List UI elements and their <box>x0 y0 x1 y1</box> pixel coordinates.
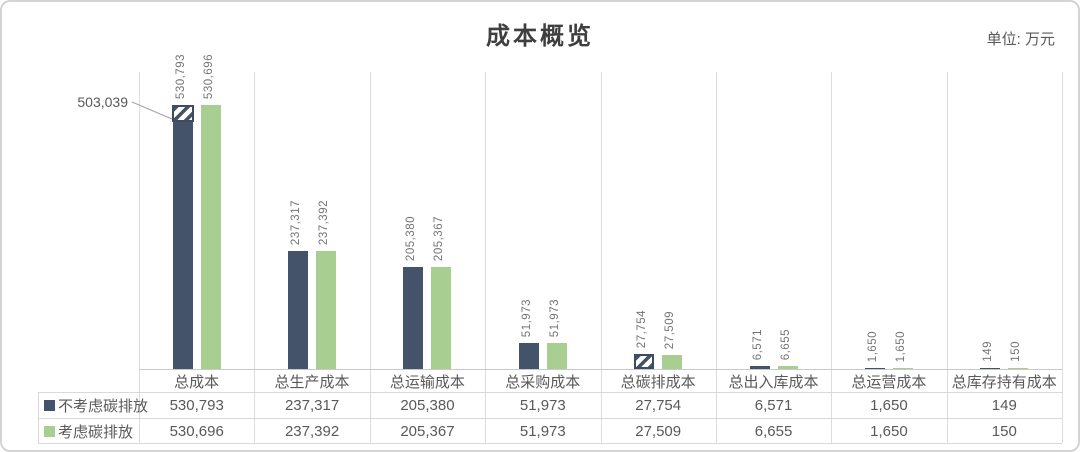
bar-value-label: 1,650 <box>867 330 879 362</box>
value-cell: 150 <box>991 422 1017 440</box>
unit-label: 单位: 万元 <box>986 31 1055 48</box>
value-cell: 27,509 <box>635 422 682 440</box>
bar-不考虑碳排放-总碳排成本[interactable] <box>634 354 654 369</box>
value-cell: 530,793 <box>169 396 224 414</box>
bar-value-label: 27,509 <box>664 310 676 349</box>
category-label: 总采购成本 <box>505 373 581 391</box>
grid-column <box>715 72 831 443</box>
bar-value-label: 530,793 <box>175 53 187 99</box>
value-cell: 149 <box>991 396 1017 414</box>
category-label: 总出入库成本 <box>728 373 819 391</box>
table-border <box>38 443 1062 444</box>
bar-不考虑碳排放-总生产成本[interactable] <box>288 251 308 369</box>
category-label: 总运营成本 <box>851 373 927 391</box>
grid-column <box>946 72 1062 443</box>
bar-value-label: 6,655 <box>780 328 792 360</box>
value-cell: 1,650 <box>870 396 908 414</box>
series-legend-cell: 考虑碳排放 <box>39 418 139 444</box>
plot-area: 530,793 530,696 237,317 237,392 205,380 205,3… <box>139 54 1062 369</box>
bar-不考虑碳排放-总采购成本[interactable] <box>519 343 539 369</box>
chart-title: 成本概览 <box>486 23 594 50</box>
category-axis-line <box>139 369 1062 370</box>
value-cell: 51,973 <box>519 422 566 440</box>
value-cell: 27,754 <box>635 396 682 414</box>
category-label: 总碳排成本 <box>620 373 696 391</box>
bar-value-label: 205,380 <box>405 215 417 261</box>
value-cell: 1,650 <box>870 422 908 440</box>
grid-column <box>254 72 369 443</box>
category-label: 总成本 <box>174 373 220 391</box>
grid-column <box>600 72 716 443</box>
bar-value-label: 6,571 <box>752 328 764 360</box>
bar-不考虑碳排放-总成本[interactable] <box>172 105 194 369</box>
bar-考虑碳排放-总成本[interactable] <box>201 105 221 369</box>
bar-考虑碳排放-总运输成本[interactable] <box>431 267 451 369</box>
bar-value-label: 51,973 <box>549 298 561 337</box>
bar-不考虑碳排放-总运营成本[interactable] <box>865 368 885 369</box>
bar-不考虑碳排放-总出入库成本[interactable] <box>750 366 770 369</box>
value-cell: 530,696 <box>169 422 224 440</box>
table-border <box>38 418 1062 419</box>
table-border <box>38 392 39 443</box>
bar-不考虑碳排放-总库存持有成本[interactable] <box>980 368 1000 369</box>
category-label: 总生产成本 <box>274 373 350 391</box>
bar-考虑碳排放-总库存持有成本[interactable] <box>1008 368 1028 369</box>
value-cell: 6,655 <box>754 422 793 440</box>
bar-考虑碳排放-总碳排成本[interactable] <box>662 355 682 369</box>
value-cell: 205,367 <box>400 422 455 440</box>
bar-考虑碳排放-总采购成本[interactable] <box>547 343 567 369</box>
plot-grid <box>139 72 1063 443</box>
series-color-swatch <box>44 425 55 437</box>
bar-value-label: 27,754 <box>636 309 648 348</box>
grid-column <box>139 72 254 443</box>
grid-column <box>831 72 946 443</box>
series-legend-cell: 不考虑碳排放 <box>39 392 148 418</box>
hatch-cap-segment <box>172 105 194 122</box>
grid-column <box>485 72 600 443</box>
bar-value-label: 1,650 <box>895 330 907 362</box>
table-border <box>38 392 1062 393</box>
value-cell: 205,380 <box>400 396 455 414</box>
value-cell: 51,973 <box>519 396 566 414</box>
bar-value-label: 149 <box>982 341 994 362</box>
grid-column <box>369 72 485 443</box>
bar-考虑碳排放-总生产成本[interactable] <box>316 251 336 369</box>
category-label: 总库存持有成本 <box>951 373 1057 391</box>
callout-label: 503,039 <box>77 94 128 110</box>
series-name: 不考虑碳排放 <box>58 397 149 415</box>
bar-value-label: 237,392 <box>318 199 330 245</box>
value-cell: 6,571 <box>754 396 793 414</box>
value-cell: 237,392 <box>284 422 340 440</box>
bar-考虑碳排放-总运营成本[interactable] <box>893 368 913 369</box>
bar-value-label: 150 <box>1010 341 1022 362</box>
bar-value-label: 237,317 <box>290 199 302 245</box>
category-label: 总运输成本 <box>389 373 465 391</box>
bar-不考虑碳排放-总运输成本[interactable] <box>403 267 423 369</box>
bar-考虑碳排放-总出入库成本[interactable] <box>778 366 798 369</box>
bar-value-label: 51,973 <box>521 298 533 337</box>
bar-value-label: 530,696 <box>203 53 215 99</box>
series-name: 考虑碳排放 <box>58 423 134 441</box>
bar-value-label: 205,367 <box>433 215 445 261</box>
value-cell: 237,317 <box>284 396 340 414</box>
series-color-swatch <box>44 399 55 411</box>
